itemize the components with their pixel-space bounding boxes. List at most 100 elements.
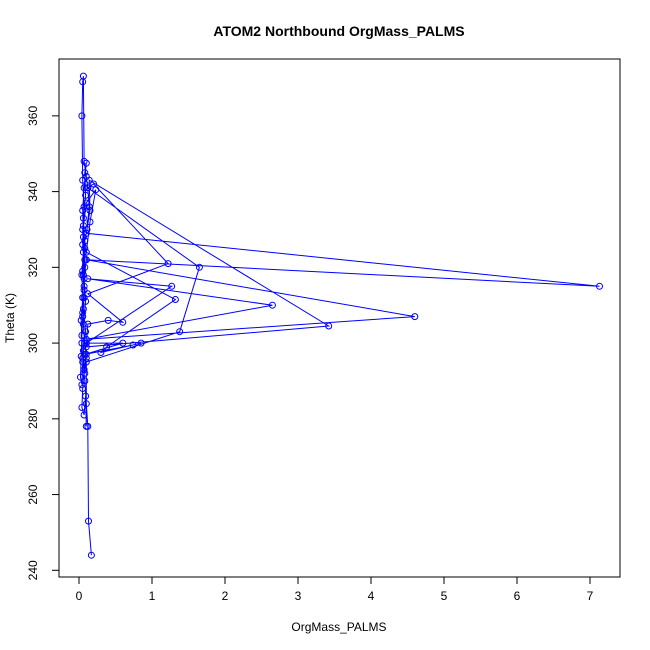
data-point (80, 184, 88, 192)
plot-frame (58, 58, 621, 578)
data-point (176, 328, 184, 336)
data-point (81, 263, 89, 271)
data-point (80, 157, 88, 165)
x-tick-label: 3 (295, 589, 302, 603)
data-point (84, 275, 92, 283)
data-point (80, 282, 88, 290)
y-axis: 240 260 280 300 320 340 360 (26, 106, 60, 580)
data-point (82, 422, 90, 430)
data-point (82, 248, 90, 256)
y-tick-label: 360 (26, 106, 40, 126)
y-axis-label: Theta (K) (3, 293, 17, 343)
y-tick-label: 260 (26, 484, 40, 504)
data-point (82, 400, 90, 408)
data-point (82, 335, 90, 343)
data-point (104, 316, 112, 324)
x-tick-label: 4 (368, 589, 375, 603)
data-point (86, 218, 94, 226)
data-point (168, 282, 176, 290)
data-point (80, 286, 88, 294)
data-point (78, 332, 86, 339)
x-tick-label: 0 (76, 589, 83, 603)
data-point (103, 343, 111, 351)
y-tick-label: 320 (26, 257, 40, 277)
data-point (82, 328, 90, 336)
data-point (119, 318, 127, 326)
data-point (79, 222, 87, 230)
data-point (80, 294, 88, 302)
series-line (79, 76, 600, 556)
data-point (78, 381, 86, 389)
data-point (79, 320, 87, 328)
data-point (80, 366, 88, 374)
data-point (79, 233, 87, 241)
data-point (119, 339, 127, 347)
data-point (77, 373, 84, 381)
data-point (79, 385, 87, 392)
data-point (325, 322, 333, 330)
data-point (80, 203, 88, 211)
data-point (79, 271, 87, 279)
data-point (82, 199, 90, 207)
data-point (79, 248, 87, 256)
data-point (164, 260, 172, 268)
data-point (82, 392, 90, 400)
y-tick-label: 340 (26, 181, 40, 201)
data-point (82, 339, 90, 347)
data-point (97, 349, 105, 356)
x-tick-label: 2 (222, 589, 229, 603)
data-point (86, 207, 94, 214)
data-point (129, 341, 137, 349)
data-point (85, 176, 93, 184)
data-point (82, 159, 90, 167)
data-point (82, 297, 90, 305)
data-point (195, 263, 203, 271)
data-point (137, 339, 145, 347)
data-point (78, 112, 86, 120)
x-tick-label: 5 (441, 589, 448, 603)
data-point (80, 275, 88, 283)
data-point (81, 256, 89, 264)
data-point (78, 404, 86, 411)
data-point (79, 354, 87, 362)
y-tick-label: 240 (26, 560, 40, 580)
data-series (77, 72, 603, 559)
data-point (171, 296, 179, 303)
data-point (79, 267, 87, 275)
chart-title: ATOM2 Northbound OrgMass_PALMS (213, 23, 464, 39)
data-point (411, 313, 419, 321)
data-point (79, 309, 87, 317)
data-point (79, 358, 87, 366)
data-point (87, 551, 95, 559)
data-point (79, 313, 87, 321)
data-point (77, 316, 85, 324)
data-point (84, 320, 92, 328)
data-point (81, 244, 89, 252)
data-point (81, 169, 89, 177)
x-tick-label: 6 (514, 589, 521, 603)
data-point (92, 186, 100, 194)
data-point (82, 191, 90, 199)
data-point (268, 301, 276, 309)
data-point (81, 369, 89, 377)
data-point (79, 207, 87, 214)
x-tick-label: 1 (149, 589, 156, 603)
data-point (80, 332, 88, 339)
data-point (84, 184, 92, 192)
y-tick-label: 300 (26, 333, 40, 353)
data-point (596, 282, 603, 290)
data-point (80, 411, 88, 419)
data-point (78, 339, 86, 347)
data-point (84, 290, 92, 298)
x-axis-label: OrgMass_PALMS (291, 620, 386, 634)
data-point (85, 517, 92, 525)
data-point (79, 305, 87, 313)
x-tick-label: 7 (587, 589, 594, 603)
data-point (79, 241, 87, 249)
y-tick-label: 280 (26, 408, 40, 428)
x-axis: 0 1 2 3 4 5 6 7 (76, 576, 594, 603)
data-point (83, 226, 91, 233)
data-point (79, 214, 87, 222)
data-point (79, 226, 87, 233)
